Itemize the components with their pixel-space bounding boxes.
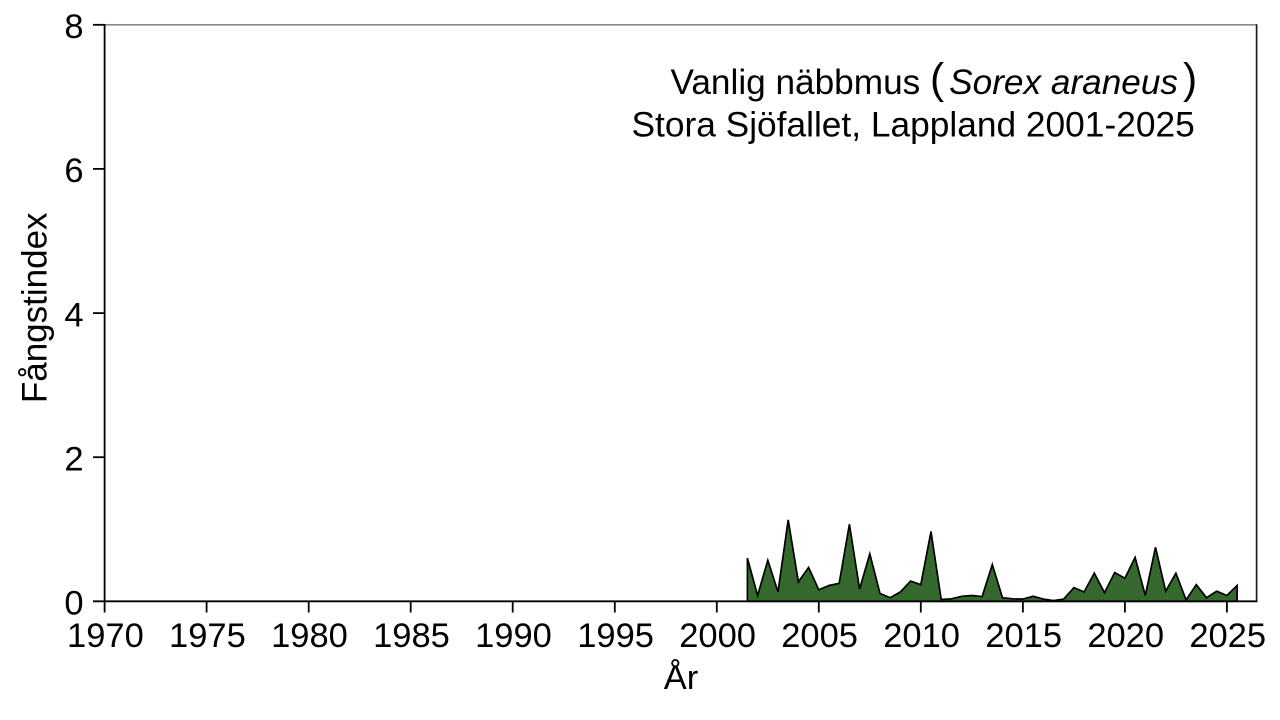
svg-text:1975: 1975 xyxy=(169,617,246,655)
svg-text:4: 4 xyxy=(64,296,83,334)
svg-text:2025: 2025 xyxy=(1189,617,1266,655)
svg-text:2000: 2000 xyxy=(679,617,756,655)
svg-text:2005: 2005 xyxy=(781,617,858,655)
svg-text:Fångstindex: Fångstindex xyxy=(16,212,55,403)
svg-text:0: 0 xyxy=(64,585,83,623)
svg-text:1980: 1980 xyxy=(271,617,348,655)
svg-text:År: År xyxy=(664,658,699,697)
svg-text:1985: 1985 xyxy=(373,617,450,655)
svg-text:6: 6 xyxy=(64,152,83,190)
svg-text:2020: 2020 xyxy=(1087,617,1164,655)
svg-text:2015: 2015 xyxy=(985,617,1062,655)
svg-text:8: 8 xyxy=(64,8,83,46)
svg-text:1995: 1995 xyxy=(577,617,654,655)
svg-text:Stora Sjöfallet, Lappland 2001: Stora Sjöfallet, Lappland 2001-2025 xyxy=(632,105,1195,144)
svg-text:2010: 2010 xyxy=(883,617,960,655)
svg-text:2: 2 xyxy=(64,441,83,479)
svg-text:1970: 1970 xyxy=(67,617,144,655)
svg-text:1990: 1990 xyxy=(475,617,552,655)
svg-text:Vanlig näbbmus (Sorex araneus): Vanlig näbbmus (Sorex araneus) xyxy=(671,56,1198,103)
